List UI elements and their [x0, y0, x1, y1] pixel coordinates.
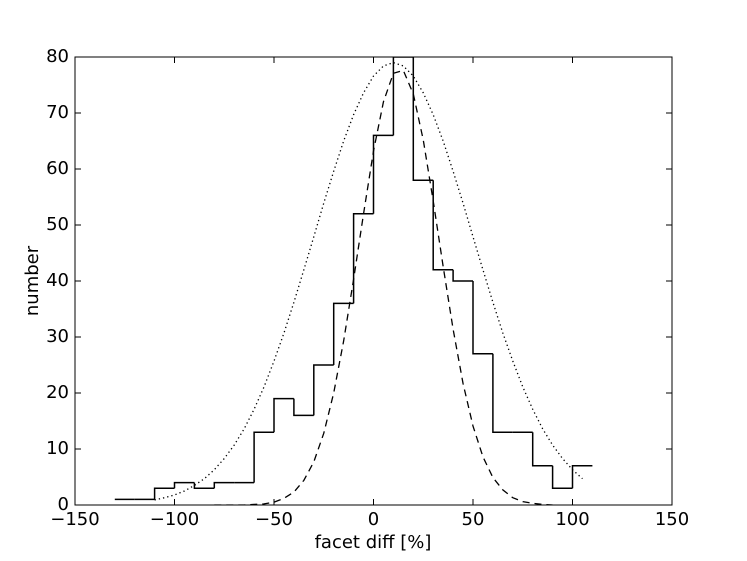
histogram-step [273, 397, 294, 433]
histogram-step [392, 57, 414, 136]
x-tick-label: −150 [50, 509, 99, 530]
histogram-step [571, 465, 593, 489]
histogram-step [492, 353, 513, 433]
histogram-step [313, 364, 334, 416]
x-tick-label: 50 [462, 509, 485, 530]
plot-area [114, 57, 593, 505]
histogram-step [432, 180, 454, 271]
y-tick-label: 10 [46, 438, 69, 459]
y-tick-label: 70 [46, 102, 69, 123]
y-tick-label: 80 [46, 46, 69, 67]
x-tick-label: 100 [555, 509, 589, 530]
histogram-step [452, 269, 473, 282]
histogram-step [213, 481, 235, 489]
y-tick-label: 30 [46, 326, 69, 347]
histogram-step [412, 57, 434, 181]
histogram-step [173, 481, 195, 489]
y-tick-label: 60 [46, 158, 69, 179]
y-tick-label: 40 [46, 270, 69, 291]
histogram-step [352, 213, 374, 304]
x-tick-label: −100 [150, 509, 199, 530]
histogram-step [372, 134, 394, 214]
histogram-step [153, 487, 175, 500]
y-axis-label: number [22, 245, 43, 316]
histogram-step [531, 432, 553, 467]
histogram-step [253, 431, 274, 483]
x-axis-label: facet diff [%] [315, 532, 432, 553]
x-tick-label: 0 [368, 509, 379, 530]
histogram-step [472, 281, 493, 355]
y-tick-label: 20 [46, 382, 69, 403]
y-tick-label: 0 [58, 494, 69, 515]
x-tick-label: 150 [655, 509, 689, 530]
histogram-step [293, 398, 314, 417]
histogram-step [193, 482, 215, 489]
y-tick-label: 50 [46, 214, 69, 235]
x-tick-label: −50 [255, 509, 293, 530]
fit-curve [214, 69, 553, 505]
histogram-step [551, 465, 573, 489]
histogram-step [332, 302, 354, 365]
